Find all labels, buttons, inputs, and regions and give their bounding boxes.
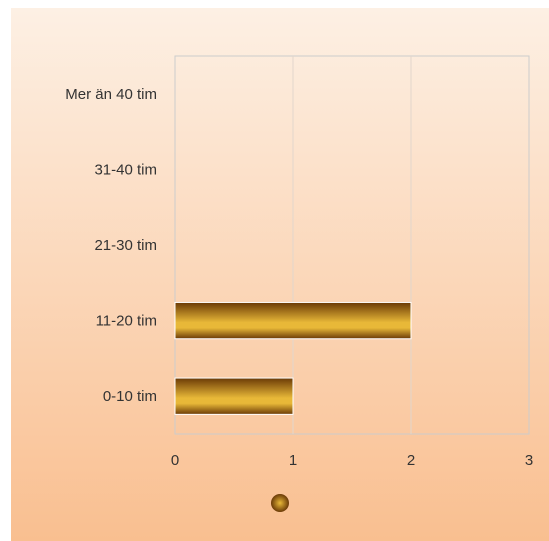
bar bbox=[174, 301, 412, 340]
legend-marker bbox=[271, 494, 289, 512]
x-tick-label: 0 bbox=[171, 452, 179, 469]
chart-background bbox=[11, 8, 549, 541]
y-tick-label: 21-30 tim bbox=[94, 237, 157, 254]
x-tick-label: 3 bbox=[525, 452, 533, 469]
chart-area: 0 1 2 3 0-10 tim 11-20 tim 21-30 tim 31-40 tim M… bbox=[11, 8, 549, 541]
x-tick-label: 2 bbox=[407, 452, 415, 469]
y-tick-label: Mer än 40 tim bbox=[65, 86, 157, 103]
bar-chart: 0 1 2 3 0-10 tim 11-20 tim 21-30 tim 31-40 tim M… bbox=[11, 8, 549, 541]
plot-frame bbox=[174, 55, 530, 435]
bar bbox=[174, 377, 294, 415]
x-tick-label: 1 bbox=[289, 452, 297, 469]
y-tick-label: 31-40 tim bbox=[94, 161, 157, 178]
y-tick-label: 11-20 tim bbox=[96, 313, 157, 330]
y-tick-label: 0-10 tim bbox=[103, 388, 157, 405]
